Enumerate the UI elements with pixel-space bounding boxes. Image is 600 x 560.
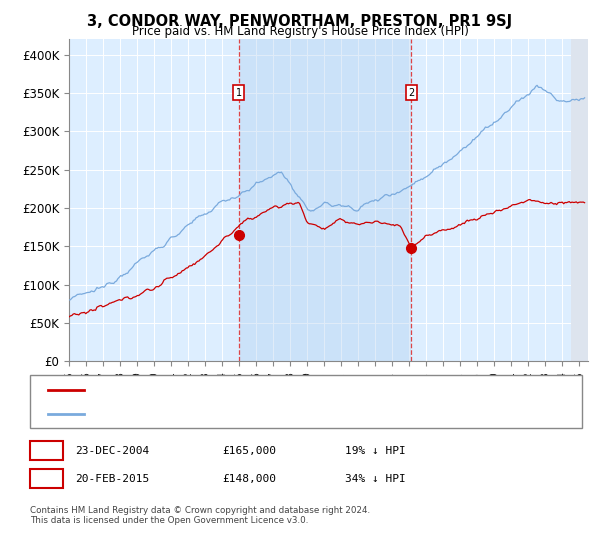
- Text: 34% ↓ HPI: 34% ↓ HPI: [345, 474, 406, 484]
- Text: 2: 2: [408, 88, 415, 98]
- Text: 1: 1: [236, 88, 242, 98]
- Text: £165,000: £165,000: [222, 446, 276, 456]
- Text: £148,000: £148,000: [222, 474, 276, 484]
- Bar: [239, 39, 412, 361]
- Text: Contains HM Land Registry data © Crown copyright and database right 2024.
This d: Contains HM Land Registry data © Crown c…: [30, 506, 370, 525]
- Text: 3, CONDOR WAY, PENWORTHAM, PRESTON, PR1 9SJ: 3, CONDOR WAY, PENWORTHAM, PRESTON, PR1 …: [88, 14, 512, 29]
- Text: Price paid vs. HM Land Registry's House Price Index (HPI): Price paid vs. HM Land Registry's House …: [131, 25, 469, 38]
- Bar: [571, 39, 588, 361]
- Text: 20-FEB-2015: 20-FEB-2015: [75, 474, 149, 484]
- Text: 3, CONDOR WAY, PENWORTHAM, PRESTON, PR1 9SJ (detached house): 3, CONDOR WAY, PENWORTHAM, PRESTON, PR1 …: [90, 385, 439, 395]
- Text: HPI: Average price, detached house, South Ribble: HPI: Average price, detached house, Sout…: [90, 408, 338, 418]
- Text: 2: 2: [43, 472, 50, 486]
- Bar: [571, 39, 588, 361]
- Text: 19% ↓ HPI: 19% ↓ HPI: [345, 446, 406, 456]
- Text: 23-DEC-2004: 23-DEC-2004: [75, 446, 149, 456]
- Text: 1: 1: [43, 444, 50, 458]
